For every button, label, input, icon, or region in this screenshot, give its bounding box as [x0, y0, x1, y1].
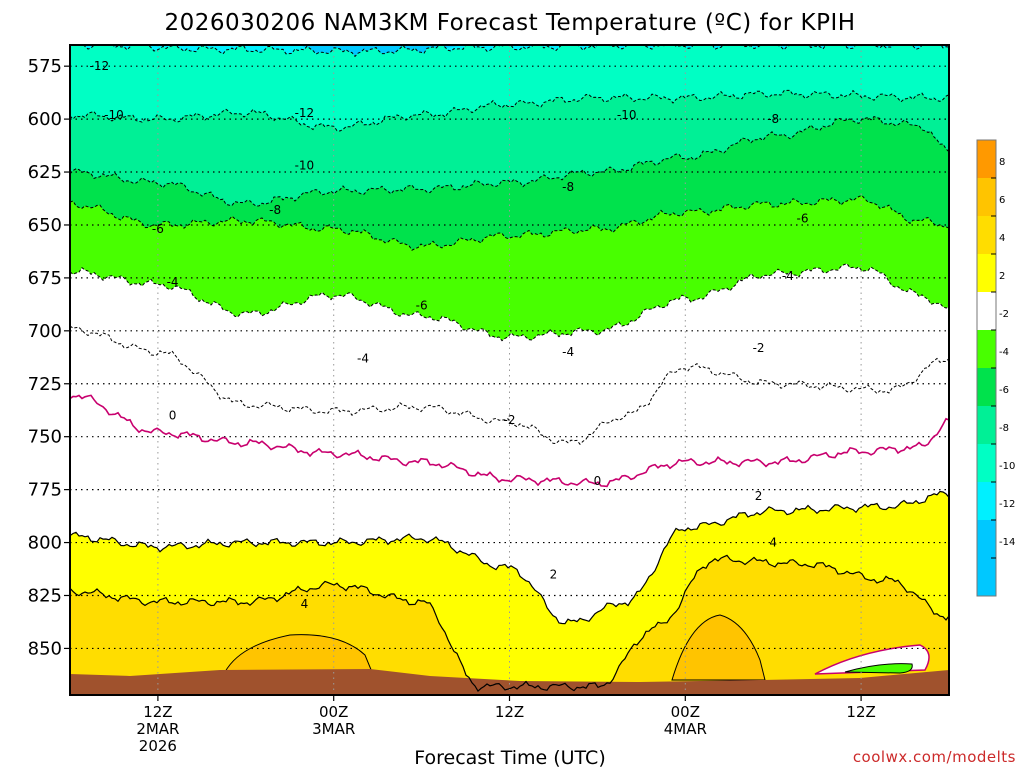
colorbar-label: 2	[999, 271, 1005, 282]
contour-label: -8	[767, 112, 779, 126]
x-tick-label: 12Z	[143, 703, 172, 721]
colorbar-label: -14	[999, 537, 1015, 548]
colorbar: 8 6 4 2 -2 -4 -6 -8 -10 -12 -14	[976, 139, 1015, 597]
colorbar-label: -8	[999, 423, 1009, 434]
y-tick-label: 675	[28, 268, 62, 289]
contour-label: -10	[617, 108, 637, 122]
colorbar-swatch	[977, 254, 996, 292]
band-6-pocket-2	[671, 614, 766, 681]
isotherm-lines	[70, 45, 949, 693]
colorbar-swatch	[977, 444, 996, 482]
contour-label: -10	[104, 108, 124, 122]
y-tick-label: 800	[28, 533, 62, 554]
contour-label: -2	[504, 413, 516, 427]
plot-area: -12 -12 -10 -10 -10 -8 -8 -8 -6 -6 -6 -4 -4 -4 -4 -2 -2 0…	[70, 45, 949, 695]
isotherm--12	[75, 45, 949, 58]
contour-label: 4	[301, 597, 309, 611]
credit-text: coolwx.com/modelts	[853, 748, 1016, 766]
x-tick-label: 12Z	[495, 703, 524, 721]
colorbar-label: -6	[999, 385, 1009, 396]
y-tick-label: 700	[28, 321, 62, 342]
isotherm--4	[70, 263, 949, 342]
contour-labels: -12 -12 -10 -10 -10 -8 -8 -8 -6 -6 -6 -4 -4 -4 -4 -2 -2 0…	[89, 59, 808, 611]
contour-label: -8	[562, 180, 574, 194]
contour-label: -4	[357, 351, 369, 365]
y-axis: 575 600 625 650 675 700 725 750 775 800 825 850	[28, 56, 70, 659]
grid-lines	[70, 45, 949, 695]
isotherm-0	[70, 394, 949, 488]
y-tick-label: 600	[28, 109, 62, 130]
contour-label: -4	[782, 269, 794, 283]
contour-label: -12	[89, 59, 109, 73]
x-tick-label: 2026	[139, 737, 177, 755]
y-tick-label: 725	[28, 374, 62, 395]
y-tick-label: 650	[28, 215, 62, 236]
contour-label: 2	[755, 489, 763, 503]
contour-label: -4	[167, 275, 179, 289]
colorbar-swatch	[977, 558, 996, 596]
x-tick-label: 2MAR	[136, 720, 179, 738]
isotherm--6	[70, 194, 949, 251]
x-tick-label: 00Z	[319, 703, 348, 721]
terrain-layer	[70, 669, 949, 695]
colorbar-swatch	[977, 368, 996, 406]
contour-label: -6	[416, 298, 428, 312]
contour-label: 2	[550, 567, 558, 581]
colorbar-swatch	[977, 330, 996, 368]
x-tick-label: 4MAR	[664, 720, 707, 738]
isotherm--2	[70, 325, 949, 445]
colorbar-swatch	[977, 178, 996, 216]
x-axis-label: Forecast Time (UTC)	[414, 747, 605, 768]
contour-label: -4	[562, 345, 574, 359]
y-tick-label: 850	[28, 638, 62, 659]
chart-title: 2026030206 NAM3KM Forecast Temperature (…	[164, 10, 855, 36]
contour-label: -6	[152, 222, 164, 236]
contour-label: -12	[295, 106, 315, 120]
colorbar-label: -12	[999, 499, 1015, 510]
y-tick-label: 750	[28, 427, 62, 448]
y-tick-label: 825	[28, 585, 62, 606]
colorbar-swatch	[977, 482, 996, 520]
isotherm-4	[70, 554, 949, 693]
colorbar-label: -4	[999, 347, 1009, 358]
contour-label: -6	[797, 212, 809, 226]
contour-label: 0	[169, 409, 177, 423]
band-6-pocket-1	[224, 634, 373, 673]
x-tick-label: 00Z	[671, 703, 700, 721]
y-tick-label: 575	[28, 56, 62, 77]
colorbar-label: 4	[999, 233, 1005, 244]
isotherm-2	[70, 490, 949, 625]
colorbar-swatch	[977, 292, 996, 330]
y-tick-label: 625	[28, 162, 62, 183]
isotherm--8	[70, 116, 949, 207]
y-tick-label: 775	[28, 480, 62, 501]
contour-label: -10	[295, 159, 315, 173]
colorbar-swatch	[977, 140, 996, 178]
contour-label: -2	[753, 341, 765, 355]
colorbar-label: -10	[999, 461, 1015, 472]
contour-label: 0	[594, 474, 602, 488]
contour-label: 4	[769, 536, 777, 550]
colorbar-swatch	[977, 520, 996, 558]
colorbar-swatch	[977, 216, 996, 254]
colorbar-label: 6	[999, 195, 1005, 206]
x-tick-label: 3MAR	[312, 720, 355, 738]
terrain-ground	[70, 669, 949, 695]
band-neg4-pocket	[844, 663, 913, 674]
colorbar-label: 8	[999, 157, 1005, 168]
colorbar-swatch	[977, 406, 996, 444]
x-tick-label: 12Z	[846, 703, 875, 721]
contour-label: -8	[269, 203, 281, 217]
colorbar-label: -2	[999, 309, 1009, 320]
